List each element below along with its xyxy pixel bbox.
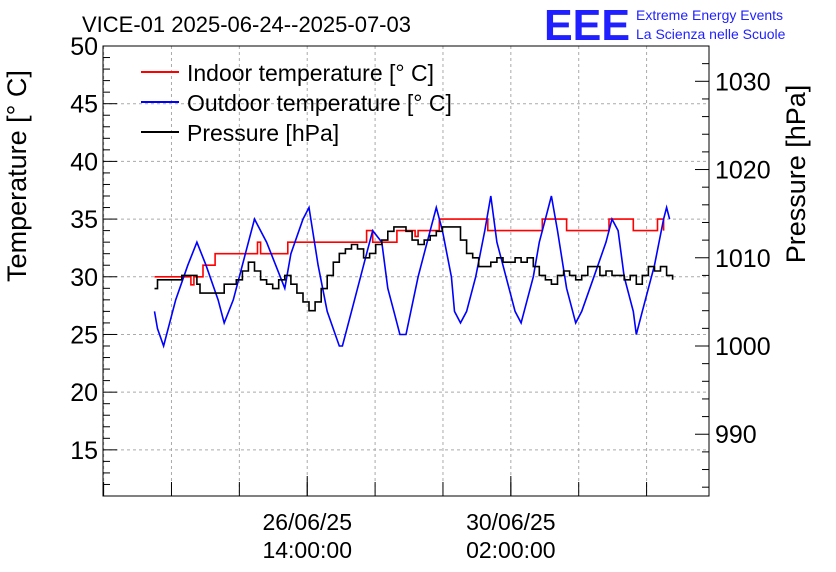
logo-line-2: La Scienza nelle Scuole: [636, 26, 786, 42]
plot-frame: [102, 45, 710, 497]
right-tick-label: 990: [715, 421, 757, 449]
left-tick-label: 25: [70, 321, 98, 349]
left-axis: 15 20 25 30 35 40 45 50: [70, 33, 117, 497]
x-tick-date: 26/06/25: [262, 509, 352, 535]
series-lines: [153, 195, 674, 349]
chart-title: VICE-01 2025-06-24--2025-07-03: [82, 12, 411, 37]
left-tick-label: 20: [70, 379, 98, 407]
x-tick-time: 14:00:00: [262, 537, 352, 563]
right-tick-label: 1030: [715, 68, 771, 96]
series-line-pressure: [154, 226, 674, 312]
logo-line-1: Extreme Energy Events: [636, 7, 783, 23]
x-tick-time: 02:00:00: [466, 537, 556, 563]
right-tick-label: 1020: [715, 157, 771, 185]
series-line-indoor-temperature: [154, 218, 665, 286]
left-tick-label: 50: [70, 33, 98, 61]
left-tick-label: 30: [70, 264, 98, 292]
x-tick-date: 30/06/25: [466, 509, 556, 535]
legend-label: Pressure [hPa]: [187, 120, 339, 146]
series-line-outdoor-temperature: [153, 195, 671, 349]
eee-logo: EEE Extreme Energy Events La Scienza nel…: [544, 1, 786, 50]
right-axis-label: Pressure [hPa]: [781, 85, 811, 264]
left-tick-label: 40: [70, 148, 98, 176]
eee-logo-mark: EEE: [544, 1, 630, 50]
left-axis-label: Temperature [° C]: [2, 70, 32, 282]
legend-label: Outdoor temperature [° C]: [187, 90, 452, 116]
left-tick-label: 15: [70, 437, 98, 465]
right-tick-label: 1000: [715, 333, 771, 361]
right-tick-label: 1010: [715, 245, 771, 273]
legend: Indoor temperature [° C] Outdoor temperat…: [141, 60, 452, 146]
legend-label: Indoor temperature [° C]: [187, 60, 434, 86]
left-tick-label: 35: [70, 206, 98, 234]
right-axis: 990 1000 1010 1020 1030: [695, 45, 771, 488]
left-tick-label: 45: [70, 91, 98, 119]
